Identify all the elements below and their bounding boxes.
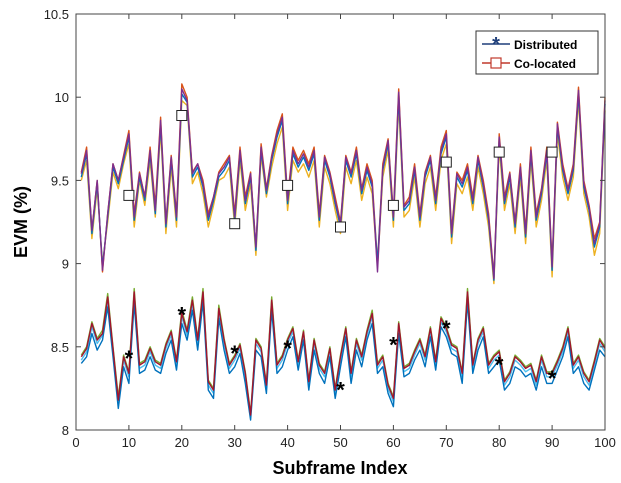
co-located-marker [387,199,399,211]
distributed-marker: * [442,316,451,341]
distributed-marker: * [230,341,239,366]
x-tick-label: 40 [280,435,294,450]
x-tick-label: 90 [545,435,559,450]
y-axis-title: EVM (%) [11,186,31,258]
legend-label-distributed: Distributed [514,38,577,52]
series-line-co-located-3 [80,88,606,280]
x-tick-label: 0 [72,435,79,450]
tick-layer: 0 10 20 30 40 50 60 70 80 90 100 8 8.5 9 9.5 10 10.5 [44,7,616,450]
co-located-marker [546,146,558,158]
y-tick-label: 9 [62,257,69,272]
y-tick-label: 9.5 [51,173,69,188]
co-located-marker [440,156,452,168]
distributed-marker: * [495,352,504,377]
x-axis-title: Subframe Index [272,458,407,478]
co-located-marker [282,179,294,191]
marker-layer: * * * * * * * * * [123,110,558,402]
x-tick-label: 50 [333,435,347,450]
y-tick-label: 10.5 [44,7,69,22]
y-tick-label: 10 [55,90,69,105]
legend: * Distributed Co-located [475,30,599,75]
distributed-marker: * [548,366,557,391]
x-tick-label: 60 [386,435,400,450]
y-tick-label: 8.5 [51,340,69,355]
y-tick-label: 8 [62,423,69,438]
legend-marker-distributed: * [492,34,500,56]
legend-label-co-located: Co-located [514,57,576,71]
distributed-marker: * [336,377,345,402]
co-located-marker [123,189,135,201]
x-tick-label: 70 [439,435,453,450]
series-line-distributed-6 [80,301,606,421]
legend-box [475,30,599,75]
x-tick-label: 10 [122,435,136,450]
distributed-marker: * [283,336,292,361]
series-line-distributed-7 [80,291,606,416]
co-located-marker [493,146,505,158]
distributed-marker: * [389,333,398,358]
distributed-marker: * [178,303,187,328]
distributed-marker: * [125,346,134,371]
x-tick-label: 80 [492,435,506,450]
co-located-marker [335,221,346,233]
x-tick-label: 100 [594,435,616,450]
co-located-marker [176,110,188,121]
co-located-marker [229,218,241,230]
legend-marker-co-located [490,57,502,69]
series-layer [80,83,606,421]
x-tick-label: 20 [175,435,189,450]
x-tick-label: 30 [227,435,241,450]
